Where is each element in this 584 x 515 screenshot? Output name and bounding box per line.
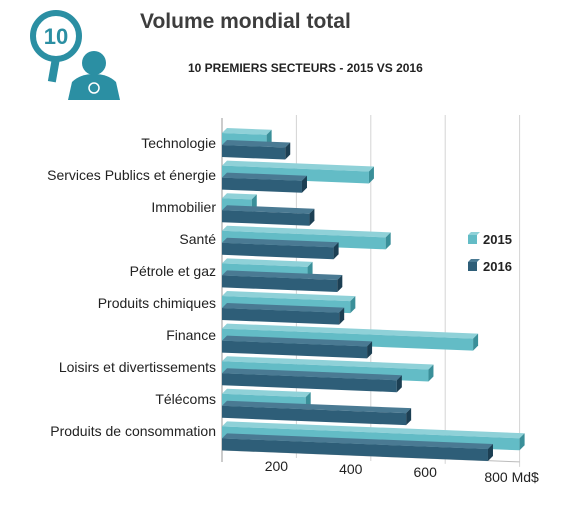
x-tick-label: 600 [414,464,438,480]
bar-2016 [222,400,412,426]
category-label: Services Publics et énergie [47,167,216,183]
bar-2016 [222,237,339,260]
bar-2015 [222,323,479,351]
bar-2015 [222,225,391,250]
category-label: Santé [179,231,216,247]
badge-number: 10 [44,24,68,49]
category-label: Immobilier [151,199,216,215]
top-10-badge-icon: 10 [20,8,130,100]
legend-label: 2015 [483,232,512,247]
category-label: Loisirs et divertissements [59,359,216,375]
bar-2016 [222,433,493,462]
bar-2016 [222,335,373,359]
bar-2016 [222,270,343,293]
legend: 2015 2016 [468,232,512,274]
chart-title: Volume mondial total [140,10,351,33]
category-label: Télécoms [155,391,216,407]
bar-2016 [222,205,315,226]
bar-2016 [222,368,402,393]
x-tick-label: 400 [339,461,363,477]
x-tick-label: 200 [265,458,289,474]
legend-swatch [468,259,480,271]
category-label: Finance [166,327,216,343]
x-tick-label: 800 Md$ [484,469,539,485]
category-label: Pétrole et gaz [130,263,216,279]
category-label: Technologie [141,135,216,151]
chart-subtitle: 10 PREMIERS SECTEURS - 2015 VS 2016 [188,61,423,75]
legend-label: 2016 [483,259,512,274]
bar-2016 [222,172,307,193]
category-label: Produits chimiques [98,295,216,311]
legend-swatch [468,232,480,244]
category-label: Produits de consommation [50,423,216,439]
bar-2016 [222,140,291,160]
bar-2016 [222,303,345,325]
